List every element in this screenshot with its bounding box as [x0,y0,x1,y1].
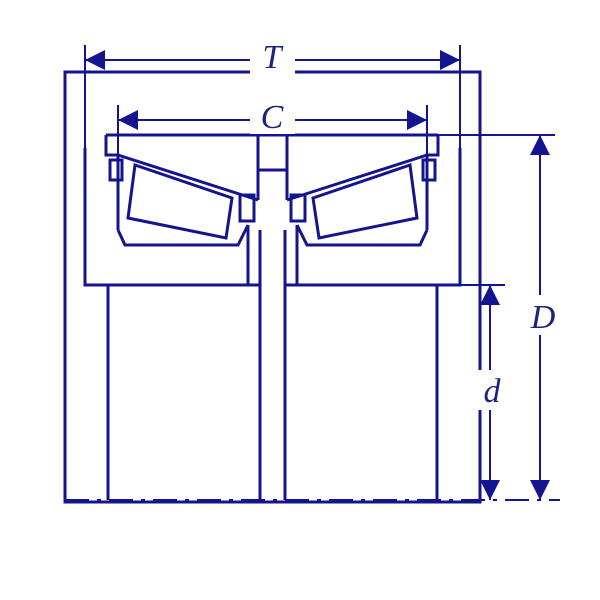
label-C: C [261,99,284,136]
housing [85,148,460,500]
bearing-diagram: T C D d [0,0,600,600]
rollers [128,165,417,238]
bore [248,225,297,285]
dim-C: C [118,94,427,155]
dim-D: D [438,135,565,500]
dim-d: d [437,285,512,500]
outer-ring [106,135,438,230]
label-D: D [530,299,556,336]
label-d: d [484,373,502,410]
label-T: T [263,39,284,76]
